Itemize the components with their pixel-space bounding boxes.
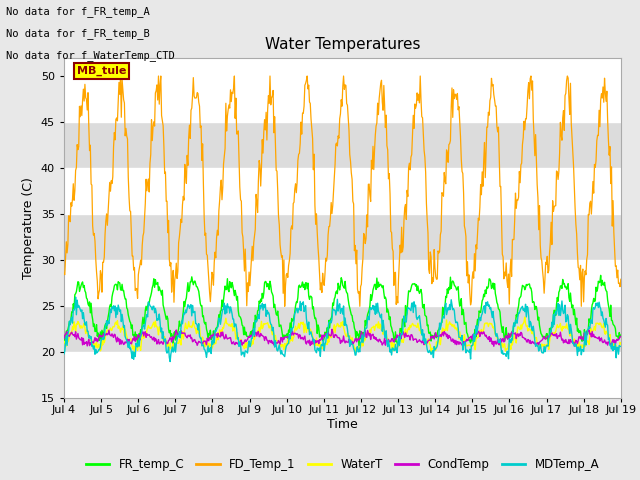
X-axis label: Time: Time	[327, 418, 358, 431]
Bar	[64, 214, 621, 260]
Text: No data for f_WaterTemp_CTD: No data for f_WaterTemp_CTD	[6, 49, 175, 60]
Title: Water Temperatures: Water Temperatures	[265, 37, 420, 52]
Legend: FR_temp_C, FD_Temp_1, WaterT, CondTemp, MDTemp_A: FR_temp_C, FD_Temp_1, WaterT, CondTemp, …	[81, 454, 604, 476]
Text: No data for f_FR_temp_A: No data for f_FR_temp_A	[6, 6, 150, 17]
Bar	[64, 306, 621, 352]
Text: No data for f_FR_temp_B: No data for f_FR_temp_B	[6, 28, 150, 39]
Text: MB_tule: MB_tule	[77, 66, 126, 76]
Y-axis label: Temperature (C): Temperature (C)	[22, 177, 35, 279]
Bar	[64, 122, 621, 168]
